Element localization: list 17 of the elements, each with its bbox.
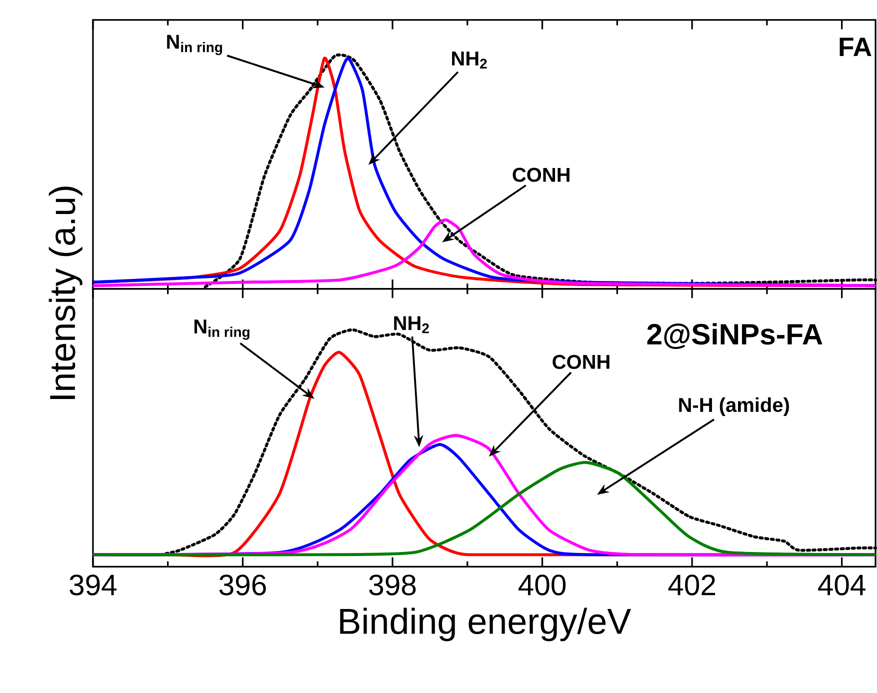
x-tick-label: 400: [518, 574, 566, 596]
annotation: NH$_{2}$: [394, 316, 429, 334]
annotation: FA: [840, 38, 872, 56]
annotation: CONH: [552, 355, 610, 370]
x-tick-label: 404: [818, 574, 866, 596]
x-tick-label: 402: [668, 574, 716, 596]
annotation: CONH: [512, 168, 570, 182]
annotation: N-H (amide): [679, 398, 789, 416]
x-tick-label: 398: [369, 574, 416, 596]
annotation: NH$_{2}$: [452, 52, 487, 69]
x-tick-label: 394: [70, 574, 117, 596]
x-axis-title: Binding energy/eV: [340, 608, 632, 642]
annotation: $\textbf{N}_{\textbf{in ring}}$: [194, 320, 250, 340]
y-axis-title: Intensity (a.u): [48, 186, 82, 400]
x-tick-label: 396: [219, 574, 266, 596]
annotation: 2@SiNPs-FA: [647, 323, 822, 350]
text: $\textbf{N}_{\textbf{in ring}}$: [167, 35, 222, 56]
